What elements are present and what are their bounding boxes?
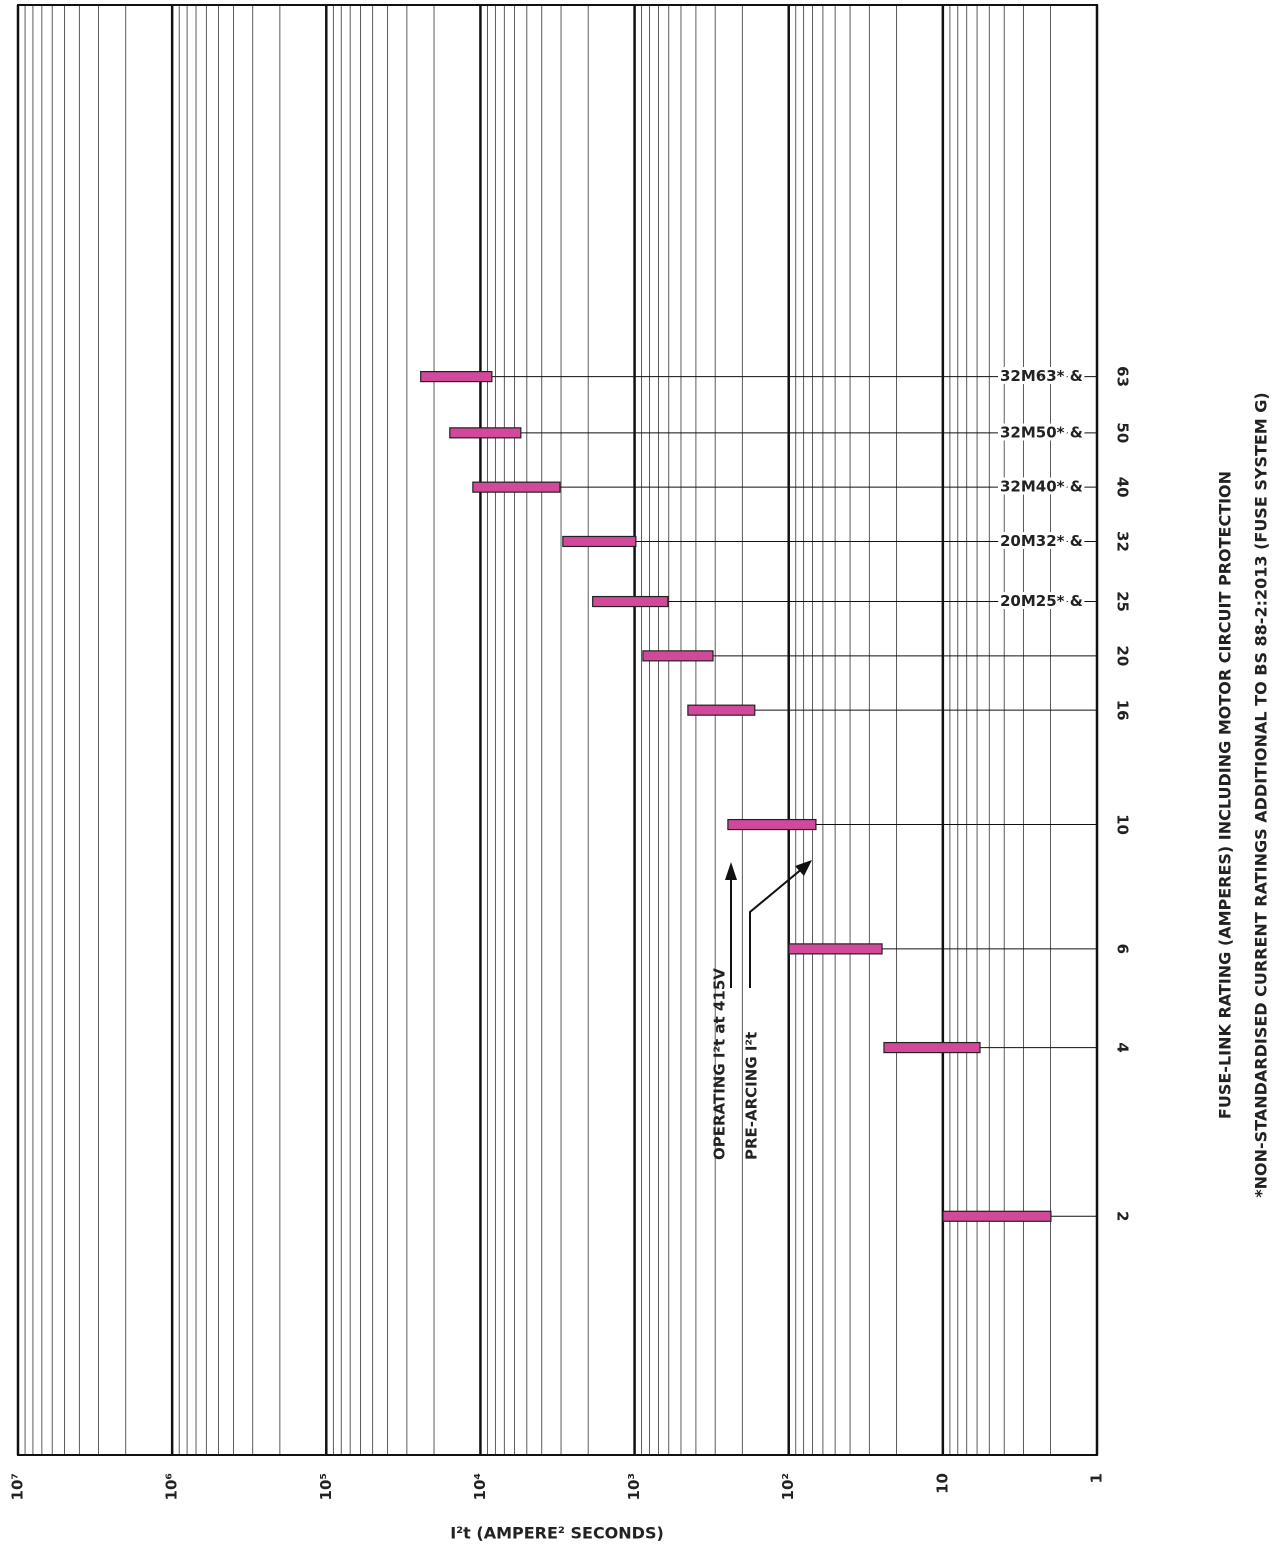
x-axis-title: I²t (AMPERE² SECONDS) bbox=[450, 1524, 664, 1543]
rating-label: 16 bbox=[1114, 700, 1132, 721]
bar bbox=[562, 535, 637, 548]
rating-label: 6 bbox=[1114, 944, 1132, 954]
bars bbox=[420, 370, 1097, 1222]
plot-frame bbox=[17, 4, 1098, 1456]
rating-label: 2 bbox=[1114, 1211, 1132, 1221]
arrow-head bbox=[725, 862, 737, 880]
rating-label: 4 bbox=[1114, 1042, 1132, 1052]
x-tick-label: 10⁶ bbox=[163, 1473, 181, 1500]
note: *NON-STANDARDISED CURRENT RATINGS ADDITI… bbox=[1252, 392, 1271, 1198]
x-tick-label: 10² bbox=[779, 1473, 797, 1500]
x-tick-label: 10 bbox=[933, 1473, 951, 1494]
x-tick-label: 1 bbox=[1088, 1473, 1106, 1483]
arrow bbox=[749, 867, 804, 988]
annotations: OPERATING I²t at 415V PRE-ARCING I²t bbox=[711, 860, 812, 1160]
operating-annotation: OPERATING I²t at 415V bbox=[711, 968, 729, 1160]
rating-prefix: 32M50* & bbox=[1000, 423, 1083, 441]
x-tick-label: 10⁵ bbox=[317, 1473, 335, 1500]
x-tick-label: 10⁴ bbox=[471, 1473, 489, 1500]
rating-prefix: 32M40* & bbox=[1000, 478, 1083, 496]
bar bbox=[420, 370, 493, 383]
bar bbox=[883, 1041, 981, 1054]
rating-label: 20 bbox=[1114, 645, 1132, 666]
prearcing-annotation: PRE-ARCING I²t bbox=[743, 1032, 761, 1160]
rating-prefix: 32M63* & bbox=[1000, 367, 1083, 385]
rating-label: 32 bbox=[1114, 531, 1132, 552]
bar bbox=[592, 595, 669, 608]
bar bbox=[788, 943, 883, 955]
rating-label: 40 bbox=[1114, 477, 1132, 498]
bar bbox=[642, 650, 714, 662]
bar bbox=[687, 704, 756, 716]
bar bbox=[942, 1210, 1052, 1222]
bar bbox=[727, 818, 817, 831]
rating-prefix: 20M32* & bbox=[1000, 532, 1083, 550]
bar bbox=[449, 427, 522, 439]
x-tick-label: 10³ bbox=[625, 1473, 643, 1500]
grid bbox=[16, 5, 1099, 1455]
y-axis-title: FUSE-LINK RATING (AMPERES) INCLUDING MOT… bbox=[1216, 471, 1235, 1119]
arrow-head bbox=[795, 860, 812, 876]
rating-label: 50 bbox=[1114, 422, 1132, 443]
bar bbox=[472, 481, 561, 493]
x-tick-label: 10⁷ bbox=[9, 1473, 27, 1500]
rating-label: 25 bbox=[1114, 591, 1132, 612]
rating-label: 63 bbox=[1114, 366, 1132, 387]
rating-prefix: 20M25* & bbox=[1000, 592, 1083, 610]
rating-label: 10 bbox=[1114, 814, 1132, 835]
